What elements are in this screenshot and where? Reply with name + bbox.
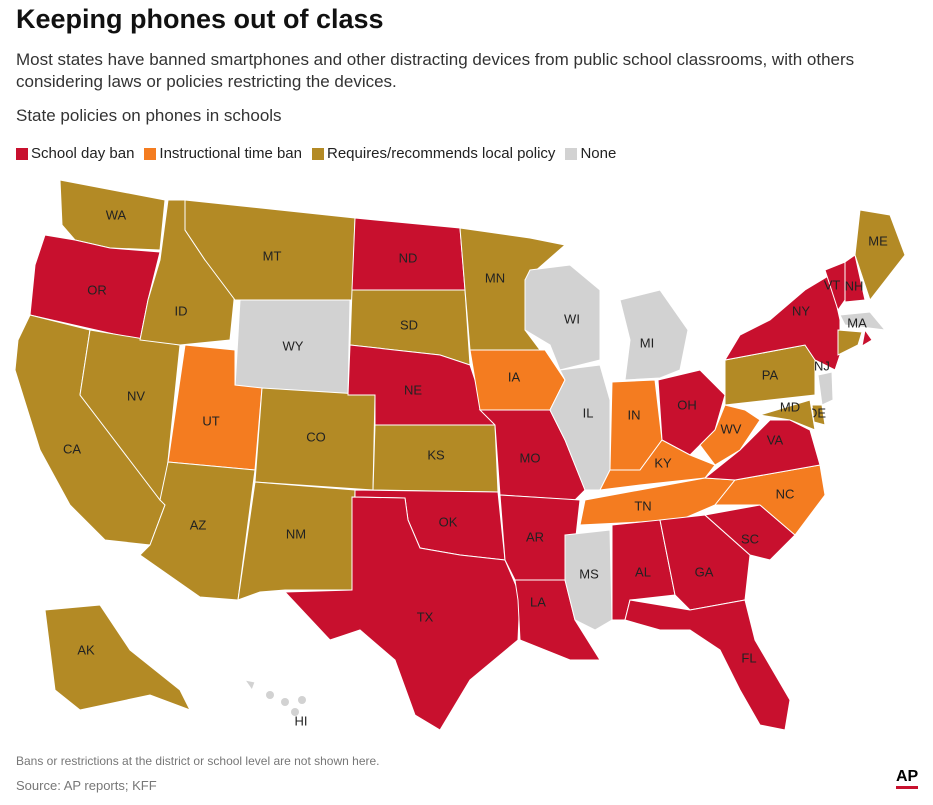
legend: School day ban Instructional time ban Requ… bbox=[16, 145, 616, 162]
state bbox=[699, 404, 761, 466]
state bbox=[861, 328, 873, 348]
state-label: CA bbox=[63, 441, 81, 456]
state bbox=[564, 529, 613, 631]
state-label: AR bbox=[526, 529, 544, 544]
legend-label: School day ban bbox=[31, 145, 135, 162]
state bbox=[281, 698, 289, 706]
state bbox=[837, 329, 863, 356]
legend-swatch bbox=[312, 147, 324, 160]
state-label: WI bbox=[564, 311, 580, 326]
state bbox=[703, 419, 821, 481]
state bbox=[298, 696, 306, 704]
state-label: AK bbox=[77, 642, 95, 657]
legend-label: None bbox=[580, 145, 617, 162]
state-label: MA bbox=[847, 315, 867, 330]
state-label: MI bbox=[640, 335, 654, 350]
state-label: SC bbox=[741, 531, 759, 546]
state-label: CO bbox=[306, 429, 326, 444]
state-label: KY bbox=[654, 455, 672, 470]
state-label: OR bbox=[87, 282, 107, 297]
map: WA OR CA NV ID MT WY UT CO AZ NM ND SD NE KS OK TX MN IA MO… bbox=[14, 179, 906, 731]
legend-item: None bbox=[565, 145, 616, 162]
state-label: IA bbox=[508, 369, 521, 384]
state bbox=[624, 599, 791, 731]
state-label: VA bbox=[767, 432, 784, 447]
state bbox=[854, 209, 906, 302]
state bbox=[759, 399, 816, 431]
state-label: NY bbox=[792, 303, 810, 318]
state bbox=[844, 254, 866, 303]
state-label: IN bbox=[628, 407, 641, 422]
state bbox=[283, 496, 521, 731]
note: Bans or restrictions at the district or … bbox=[16, 754, 380, 768]
state-label: MT bbox=[263, 248, 282, 263]
state-label: VT bbox=[824, 277, 841, 292]
state bbox=[139, 461, 256, 601]
state-label: KS bbox=[427, 447, 445, 462]
legend-swatch bbox=[16, 147, 28, 160]
state-label: WA bbox=[106, 207, 127, 222]
state-label: LA bbox=[530, 594, 546, 609]
state-label: MS bbox=[579, 566, 599, 581]
logo: AP bbox=[896, 768, 919, 789]
legend-item: Instructional time ban bbox=[144, 145, 302, 162]
state-label: MO bbox=[520, 450, 541, 465]
state-label: NV bbox=[127, 388, 145, 403]
legend-label: Requires/recommends local policy bbox=[327, 145, 556, 162]
state-label: OH bbox=[677, 397, 697, 412]
state-label: NJ bbox=[814, 358, 830, 373]
state bbox=[266, 691, 274, 699]
state-label: MD bbox=[780, 399, 800, 414]
legend-item: School day ban bbox=[16, 145, 134, 162]
state-label: NE bbox=[404, 382, 422, 397]
state bbox=[817, 371, 834, 406]
state-label: TN bbox=[634, 498, 651, 513]
state-label: ID bbox=[175, 303, 188, 318]
state bbox=[549, 364, 611, 491]
state bbox=[291, 708, 299, 716]
source: Source: AP reports; KFF bbox=[16, 778, 157, 793]
state-label: NM bbox=[286, 526, 306, 541]
state-label: HI bbox=[295, 713, 308, 728]
title: Keeping phones out of class bbox=[16, 4, 384, 34]
state bbox=[619, 289, 689, 381]
state-label: IL bbox=[583, 405, 594, 420]
state-label: AZ bbox=[190, 517, 207, 532]
state-label: SD bbox=[400, 317, 418, 332]
state bbox=[811, 404, 826, 426]
state-label: OK bbox=[439, 514, 458, 529]
state-label: TX bbox=[417, 609, 434, 624]
state-label: NC bbox=[776, 486, 795, 501]
legend-swatch bbox=[144, 147, 157, 160]
state-label: NH bbox=[845, 278, 864, 293]
legend-label: Instructional time ban bbox=[159, 145, 302, 162]
map-title: State policies on phones in schools bbox=[16, 106, 282, 125]
state-label: UT bbox=[202, 413, 219, 428]
state-label: ND bbox=[399, 250, 418, 265]
state-label: GA bbox=[695, 564, 714, 579]
state bbox=[723, 274, 841, 371]
state bbox=[839, 311, 887, 331]
state-label: FL bbox=[741, 650, 756, 665]
state-label: ME bbox=[868, 233, 888, 248]
state bbox=[599, 439, 716, 491]
state-label: WY bbox=[283, 338, 304, 353]
state-label: PA bbox=[762, 367, 779, 382]
state bbox=[243, 679, 256, 692]
state bbox=[703, 504, 796, 561]
state-label: AL bbox=[635, 564, 651, 579]
legend-swatch bbox=[565, 147, 578, 160]
state bbox=[44, 604, 192, 711]
state-label: WV bbox=[721, 421, 742, 436]
subtitle: Most states have banned smartphones and … bbox=[16, 50, 855, 91]
legend-item: Requires/recommends local policy bbox=[312, 145, 555, 162]
state-label: MN bbox=[485, 270, 505, 285]
